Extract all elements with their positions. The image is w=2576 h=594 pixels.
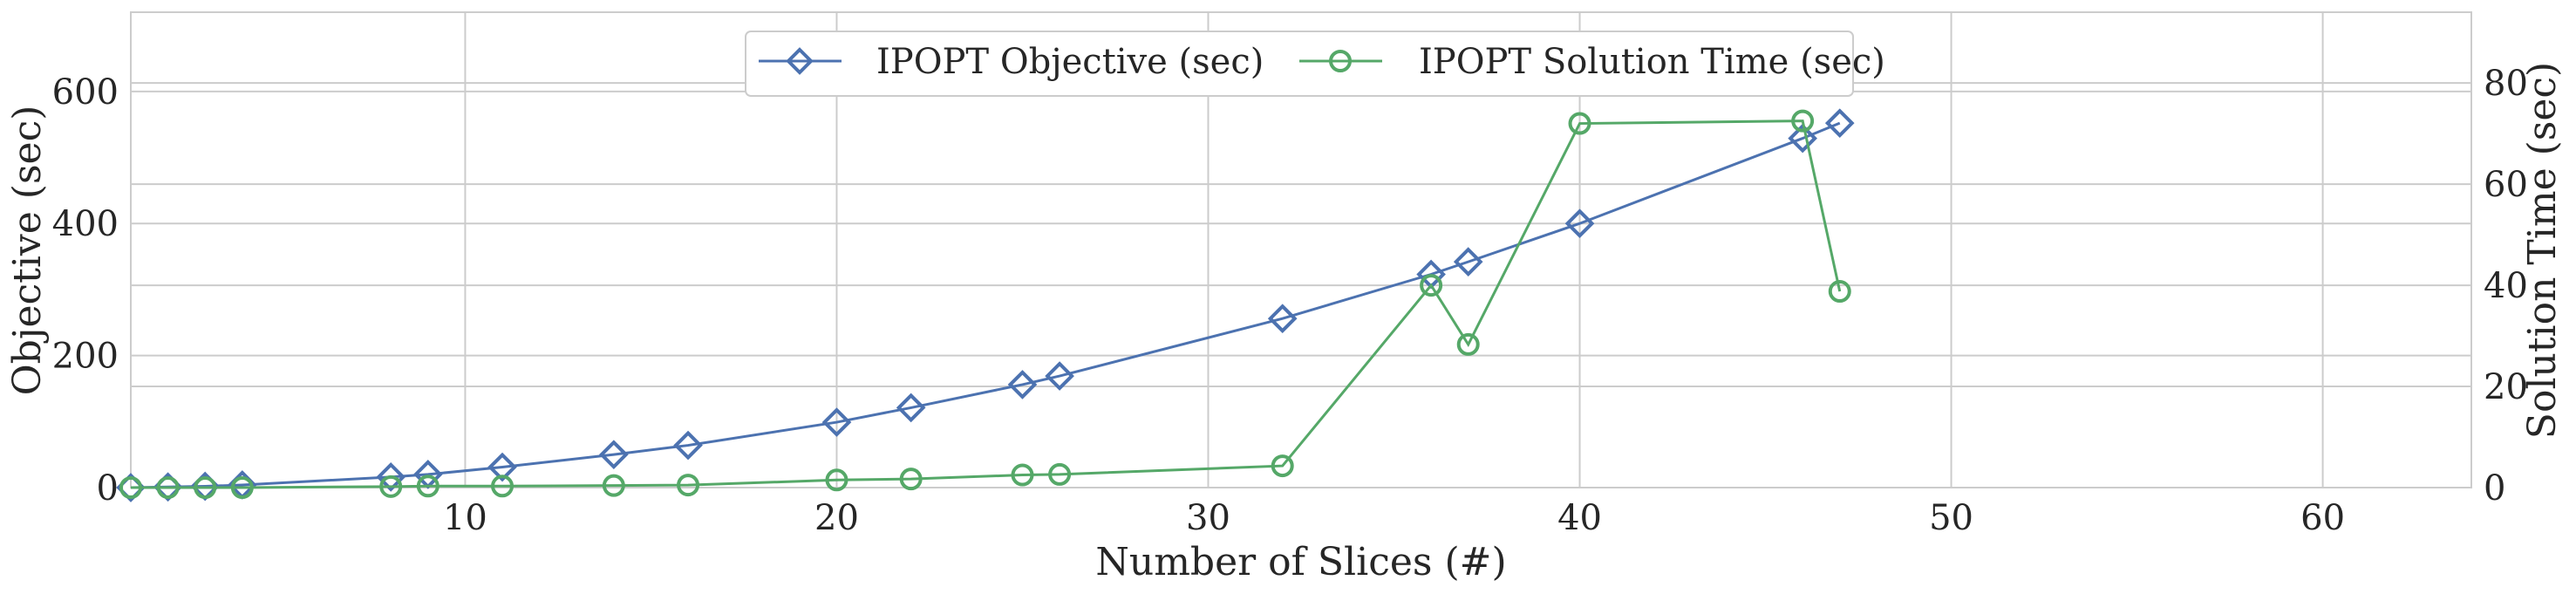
solution-time-point — [1011, 463, 1034, 487]
solution-time-point — [825, 468, 848, 492]
solution-time-point — [156, 476, 180, 499]
objective-point — [1045, 361, 1074, 391]
y-right-tick-label: 0 — [2484, 468, 2505, 509]
x-tick-label: 50 — [1929, 498, 1973, 538]
solution-time-point — [602, 474, 625, 497]
y-right-axis-title: Solution Time (sec) — [2520, 62, 2565, 439]
objective-series — [116, 108, 1855, 502]
x-tick-label: 60 — [2300, 498, 2345, 538]
solution-time-point — [1568, 112, 1591, 135]
legend-time-label: IPOPT Solution Time (sec) — [1419, 42, 1885, 82]
legend-time-marker — [1329, 50, 1352, 72]
legend-objective-marker — [786, 47, 814, 75]
solution-time-point — [1456, 332, 1480, 356]
solution-time-point — [677, 474, 700, 497]
solution-time-point — [899, 468, 923, 491]
solution-time-point — [119, 476, 142, 499]
solution-time-point — [230, 476, 254, 499]
y-right-tick-label: 20 — [2484, 367, 2528, 407]
objective-point — [1267, 304, 1298, 334]
objective-point — [1564, 208, 1595, 239]
solution-time-point — [1828, 280, 1851, 304]
objective-point — [1453, 247, 1483, 277]
x-axis-title: Number of Slices (#) — [1095, 540, 1506, 584]
x-tick-label: 10 — [443, 498, 487, 538]
y-left-tick-label: 400 — [52, 204, 119, 244]
y-right-tick-label: 60 — [2484, 165, 2528, 205]
y-left-tick-label: 600 — [52, 72, 119, 113]
objective-point — [1824, 108, 1855, 138]
legend: IPOPT Objective (sec) IPOPT Solution Tim… — [745, 31, 1885, 97]
solution-time-point — [1048, 462, 1072, 486]
series-layer — [116, 108, 1855, 502]
x-tick-label: 30 — [1186, 498, 1230, 538]
objective-point — [1007, 370, 1038, 399]
solution-time-point — [194, 476, 217, 499]
objective-line — [130, 121, 1841, 489]
solution-time-point — [1791, 109, 1815, 133]
objective-point — [673, 430, 703, 461]
y-left-axis-title: Objective (sec) — [5, 106, 50, 396]
objective-point — [896, 393, 926, 423]
solution-time-point — [491, 475, 515, 498]
solution-time-point — [379, 475, 403, 498]
plot-frame — [130, 11, 2472, 488]
solution-time-line — [131, 119, 1842, 489]
y-left-tick-label: 0 — [97, 468, 119, 509]
x-tick-label: 20 — [814, 498, 859, 538]
x-tick-label: 40 — [1557, 498, 1602, 538]
y-right-tick-label: 80 — [2484, 64, 2528, 104]
objective-point — [1788, 123, 1817, 154]
solution-time-point — [1271, 454, 1294, 478]
objective-point — [487, 452, 517, 482]
objective-point — [376, 462, 406, 492]
legend-objective-label: IPOPT Objective (sec) — [876, 42, 1264, 82]
y-right-tick-label: 40 — [2484, 266, 2528, 306]
legend-box — [745, 31, 1854, 97]
solution-time-series — [119, 109, 1851, 499]
objective-point — [821, 407, 852, 437]
y-left-tick-label: 200 — [52, 337, 119, 377]
solution-time-point — [416, 475, 440, 498]
objective-point — [599, 440, 629, 469]
solution-time-point — [1420, 274, 1443, 297]
